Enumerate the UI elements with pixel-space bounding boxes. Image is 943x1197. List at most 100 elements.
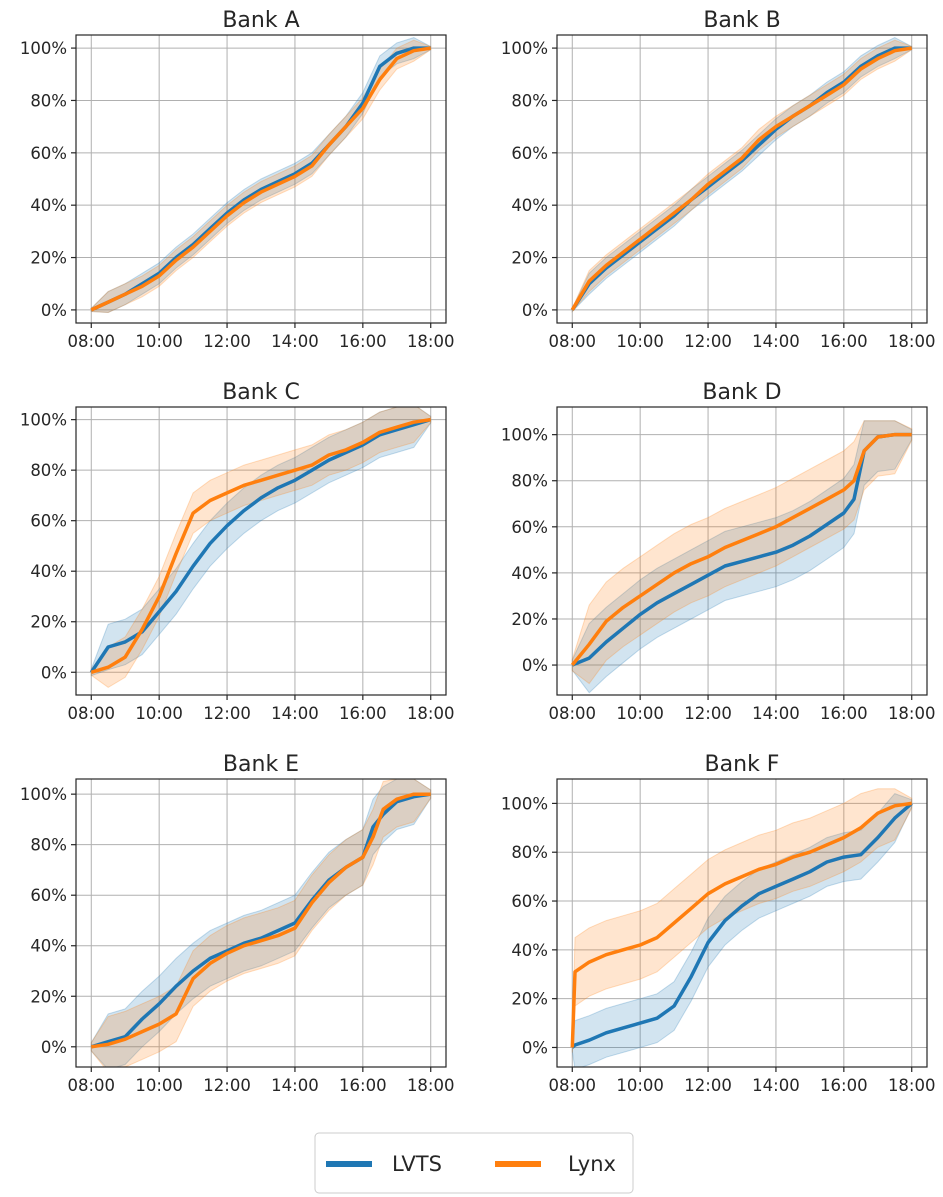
chart-title: Bank A: [222, 8, 299, 33]
y-tick-label: 40%: [511, 196, 548, 215]
x-tick-label: 12:00: [684, 1076, 732, 1095]
series-line-lvts: [89, 417, 432, 674]
x-tick-label: 08:00: [67, 704, 115, 723]
y-tick-label: 100%: [20, 785, 67, 804]
plot-area: [570, 788, 913, 1067]
x-tick-label: 16:00: [820, 332, 868, 351]
x-tick-label: 18:00: [888, 1076, 936, 1095]
y-tick-label: 100%: [501, 39, 548, 58]
chart-title: Bank C: [222, 380, 300, 405]
y-tick-label: 0%: [522, 301, 548, 320]
plot-area: [89, 407, 432, 688]
confidence-band-lvts: [90, 407, 432, 677]
series-line-lynx: [90, 417, 431, 674]
x-tick-label: 14:00: [752, 332, 800, 351]
y-tick-label: 20%: [30, 987, 67, 1006]
chart-panel-1: Bank A 08:00 10:00 12:00 14:00 16:00 18:00 0% 20…: [20, 8, 455, 351]
legend-frame: [314, 1132, 634, 1194]
y-tick-label: 20%: [30, 613, 67, 632]
y-tick-label: 20%: [30, 249, 67, 268]
y-tick-label: 40%: [30, 562, 67, 581]
y-tick-label: 40%: [511, 941, 548, 960]
x-tick-label: 12:00: [203, 1076, 251, 1095]
y-tick-label: 60%: [511, 144, 548, 163]
x-tick-label: 12:00: [684, 704, 732, 723]
confidence-band-lvts: [90, 779, 432, 1067]
y-tick-label: 100%: [20, 411, 67, 430]
series-line-lynx: [570, 432, 912, 667]
y-tick-label: 60%: [511, 518, 548, 537]
y-tick-label: 20%: [511, 610, 548, 629]
axes-frame: [556, 406, 928, 696]
chart-panel-4: Bank D 08:00 10:00 12:00 14:00 16:00 18:00 0% 20…: [501, 380, 936, 723]
x-tick-label: 10:00: [616, 704, 664, 723]
confidence-band-lynx: [90, 779, 432, 1067]
y-tick-label: 0%: [41, 663, 67, 682]
series-line-lvts: [90, 46, 431, 312]
axes-frame: [75, 778, 447, 1068]
x-tick-label: 16:00: [339, 1076, 387, 1095]
legend: LVTS Lynx: [314, 1132, 634, 1194]
x-tick-label: 10:00: [135, 704, 183, 723]
x-tick-label: 08:00: [67, 332, 115, 351]
plot-area: [570, 420, 913, 694]
x-tick-label: 08:00: [548, 704, 596, 723]
x-tick-label: 14:00: [271, 704, 319, 723]
confidence-band-lynx: [571, 788, 913, 1053]
x-tick-label: 18:00: [888, 332, 936, 351]
confidence-band-lynx: [90, 407, 432, 688]
x-tick-label: 12:00: [203, 704, 251, 723]
x-tick-label: 08:00: [548, 332, 596, 351]
y-tick-label: 100%: [501, 794, 548, 813]
y-tick-label: 80%: [511, 91, 548, 110]
chart-panels: Bank A 08:00 10:00 12:00 14:00 16:00 18:00 0% 20…: [20, 8, 936, 1095]
y-tick-label: 100%: [501, 426, 548, 445]
y-tick-label: 0%: [41, 301, 67, 320]
series-line-lvts: [571, 802, 913, 1049]
y-tick-label: 60%: [30, 144, 67, 163]
y-tick-label: 80%: [30, 461, 67, 480]
y-tick-label: 60%: [511, 892, 548, 911]
x-tick-label: 14:00: [271, 1076, 319, 1095]
x-tick-label: 10:00: [616, 332, 664, 351]
chart-panel-3: Bank C 08:00 10:00 12:00 14:00 16:00 18:00 0% 20…: [20, 380, 455, 723]
x-tick-label: 12:00: [203, 332, 251, 351]
x-tick-label: 18:00: [407, 332, 455, 351]
y-tick-label: 100%: [20, 39, 67, 58]
legend-label-lynx: Lynx: [568, 1152, 616, 1176]
x-tick-label: 16:00: [820, 704, 868, 723]
x-tick-label: 10:00: [135, 1076, 183, 1095]
series-line-lynx: [91, 792, 431, 1049]
x-tick-label: 14:00: [752, 704, 800, 723]
x-tick-label: 08:00: [67, 1076, 115, 1095]
axes-frame: [556, 778, 928, 1068]
chart-panel-2: Bank B 08:00 10:00 12:00 14:00 16:00 18:00 0% 20…: [501, 8, 936, 351]
x-tick-label: 14:00: [752, 1076, 800, 1095]
y-tick-label: 80%: [30, 91, 67, 110]
y-tick-label: 60%: [30, 886, 67, 905]
series-line-lynx: [570, 801, 912, 1048]
y-tick-label: 20%: [511, 249, 548, 268]
chart-title: Bank E: [223, 752, 299, 777]
chart-title: Bank B: [703, 8, 780, 33]
series-line-lvts: [571, 432, 912, 667]
y-tick-label: 20%: [511, 990, 548, 1009]
x-tick-label: 10:00: [616, 1076, 664, 1095]
confidence-band-lynx: [571, 420, 913, 685]
chart-panel-5: Bank E 08:00 10:00 12:00 14:00 16:00 18:00 0% 20…: [20, 752, 455, 1095]
axes-frame: [75, 406, 447, 696]
legend-label-lvts: LVTS: [392, 1152, 442, 1176]
chart-title: Bank D: [702, 380, 781, 405]
y-tick-label: 80%: [511, 843, 548, 862]
x-tick-label: 10:00: [135, 332, 183, 351]
x-tick-label: 16:00: [339, 704, 387, 723]
axes-frame: [75, 34, 447, 324]
x-tick-label: 08:00: [548, 1076, 596, 1095]
plot-area: [570, 37, 913, 313]
x-tick-label: 18:00: [407, 1076, 455, 1095]
plot-area: [90, 37, 432, 314]
y-tick-label: 0%: [522, 1038, 548, 1057]
x-tick-label: 18:00: [407, 704, 455, 723]
y-tick-label: 0%: [522, 656, 548, 675]
